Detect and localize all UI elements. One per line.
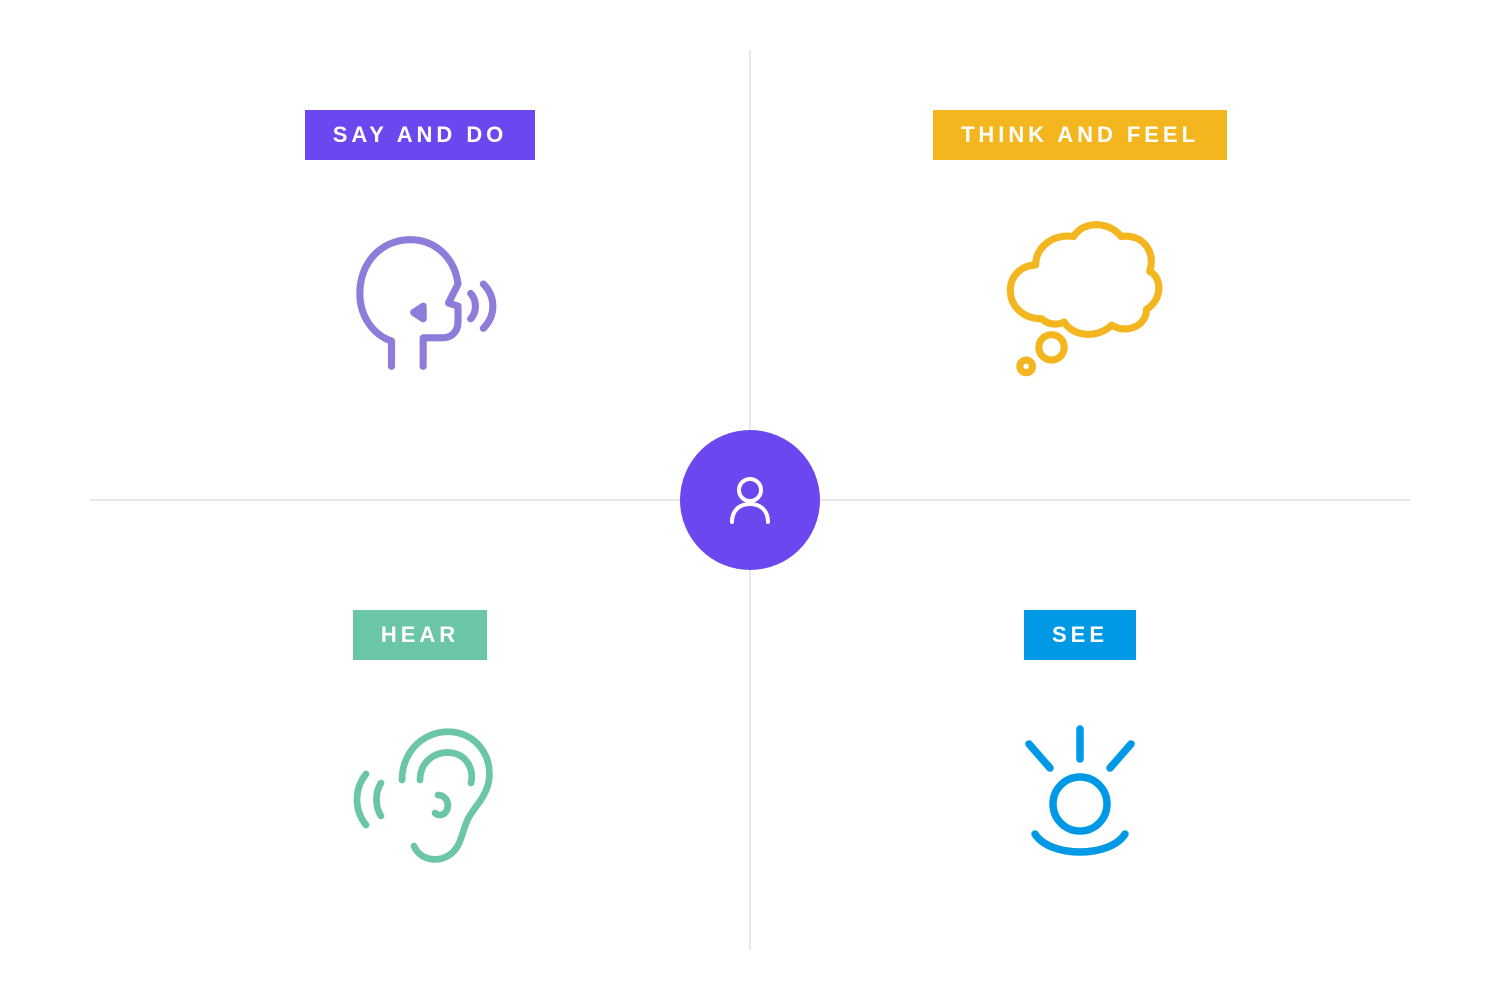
quadrant-hear: HEAR bbox=[90, 500, 750, 950]
eye-icon bbox=[990, 708, 1170, 888]
person-icon bbox=[718, 468, 782, 532]
empathy-map-diagram: SAY AND DO THINK AND FEEL bbox=[90, 50, 1410, 950]
say-and-do-label: SAY AND DO bbox=[305, 110, 536, 160]
quadrant-think-and-feel: THINK AND FEEL bbox=[750, 50, 1410, 500]
ear-icon bbox=[330, 708, 510, 888]
hear-label: HEAR bbox=[353, 610, 487, 660]
see-label: SEE bbox=[1024, 610, 1136, 660]
quadrant-say-and-do: SAY AND DO bbox=[90, 50, 750, 500]
speaking-head-icon bbox=[325, 208, 515, 398]
thought-cloud-icon bbox=[985, 208, 1175, 398]
center-persona-circle bbox=[680, 430, 820, 570]
quadrant-see: SEE bbox=[750, 500, 1410, 950]
think-and-feel-label: THINK AND FEEL bbox=[933, 110, 1227, 160]
